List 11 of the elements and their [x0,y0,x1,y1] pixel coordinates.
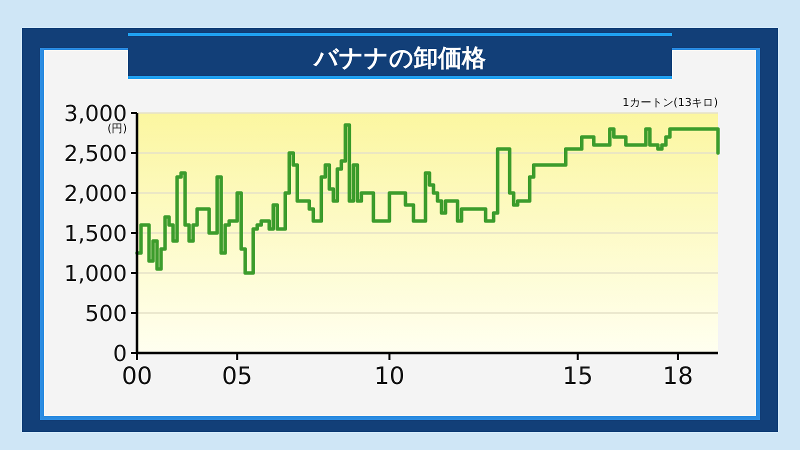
x-tick-label: 10 [374,362,405,390]
x-tick-label: 15 [562,362,594,390]
chart-title: バナナの卸価格 [312,44,487,72]
x-tick-label: 05 [222,362,252,390]
y-tick-label: 2,500 [64,142,127,167]
y-tick-label: 2,000 [64,182,127,207]
x-tick-label: 18 [662,362,694,390]
text: 1カートン(13キロ) [622,96,718,109]
y-tick-label: 1,500 [64,222,127,247]
y-tick-label: 1,000 [64,262,127,287]
y-tick-label: 500 [85,302,127,327]
